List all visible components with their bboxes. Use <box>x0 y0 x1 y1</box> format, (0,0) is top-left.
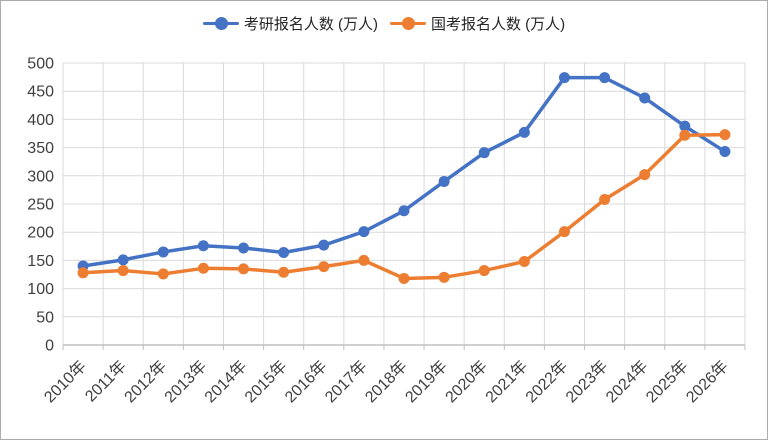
data-point-marker <box>518 256 530 268</box>
data-point-marker <box>599 193 611 205</box>
legend-label-kaoyan: 考研报名人数 (万人) <box>243 16 378 33</box>
y-tick-label: 250 <box>27 197 54 214</box>
data-point-marker <box>197 240 209 252</box>
y-tick-label: 200 <box>27 225 54 242</box>
x-tick-label: 2021年 <box>482 357 531 406</box>
data-point-marker <box>639 169 651 181</box>
data-point-marker <box>679 129 691 141</box>
x-tick-label: 2010年 <box>41 357 90 406</box>
data-point-marker <box>117 254 129 266</box>
data-point-marker <box>318 239 330 251</box>
data-point-marker <box>438 175 450 187</box>
x-tick-label: 2020年 <box>442 357 491 406</box>
legend-marker-kaoyan-icon <box>202 17 239 30</box>
legend-label-guokao: 国考报名人数 (万人) <box>431 16 566 33</box>
x-tick-label: 2026年 <box>683 357 732 406</box>
data-point-marker <box>398 272 410 284</box>
y-tick-label: 400 <box>27 112 54 129</box>
data-point-marker <box>238 242 250 254</box>
x-tick-label: 2014年 <box>201 357 250 406</box>
data-point-marker <box>558 72 570 84</box>
y-tick-label: 0 <box>45 338 54 355</box>
y-tick-label: 300 <box>27 168 54 185</box>
data-point-marker <box>518 126 530 138</box>
chart-legend: 考研报名人数 (万人) 国考报名人数 (万人) <box>1 13 767 34</box>
y-tick-label: 100 <box>27 281 54 298</box>
data-point-marker <box>197 262 209 274</box>
x-tick-label: 2018年 <box>362 357 411 406</box>
y-tick-label: 150 <box>27 253 54 270</box>
data-point-marker <box>719 146 731 158</box>
x-tick-label: 2012年 <box>121 357 170 406</box>
data-point-marker <box>679 120 691 132</box>
data-point-marker <box>639 92 651 104</box>
y-tick-label: 450 <box>27 84 54 101</box>
data-point-marker <box>238 263 250 275</box>
data-point-marker <box>398 205 410 217</box>
data-point-marker <box>719 129 731 141</box>
data-point-marker <box>278 266 290 278</box>
x-tick-label: 2019年 <box>402 357 451 406</box>
data-point-marker <box>278 247 290 259</box>
x-tick-label: 2015年 <box>241 357 290 406</box>
data-point-marker <box>478 147 490 159</box>
x-tick-label: 2017年 <box>321 357 370 406</box>
y-tick-label: 50 <box>36 309 54 326</box>
x-tick-label: 2013年 <box>161 357 210 406</box>
y-tick-label: 350 <box>27 140 54 157</box>
x-tick-label: 2024年 <box>602 357 651 406</box>
data-point-marker <box>478 265 490 277</box>
data-point-marker <box>77 267 89 279</box>
data-point-marker <box>438 271 450 283</box>
x-tick-label: 2025年 <box>642 357 691 406</box>
x-tick-label: 2023年 <box>562 357 611 406</box>
x-tick-label: 2022年 <box>522 357 571 406</box>
x-tick-label: 2011年 <box>82 357 130 405</box>
legend-item-kaoyan[interactable]: 考研报名人数 (万人) <box>202 13 378 34</box>
x-tick-label: 2016年 <box>281 357 330 406</box>
data-point-marker <box>157 246 169 258</box>
data-point-marker <box>558 226 570 238</box>
data-point-marker <box>318 261 330 273</box>
data-point-marker <box>358 226 370 238</box>
data-point-marker <box>117 265 129 277</box>
legend-marker-guokao-icon <box>390 17 426 30</box>
series-line <box>81 75 727 268</box>
y-tick-label: 500 <box>27 56 54 73</box>
data-point-marker <box>358 254 370 266</box>
data-point-marker <box>599 72 611 84</box>
data-point-marker <box>157 268 169 280</box>
legend-item-guokao[interactable]: 国考报名人数 (万人) <box>390 13 565 34</box>
